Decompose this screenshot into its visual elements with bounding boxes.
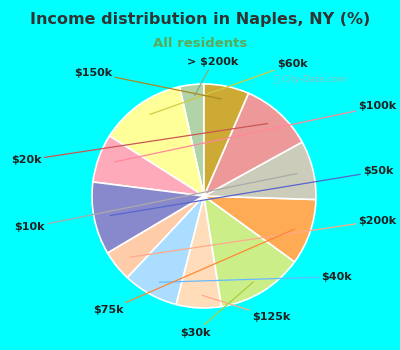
Text: $75k: $75k — [93, 229, 295, 315]
Wedge shape — [92, 182, 204, 253]
Text: $60k: $60k — [150, 59, 308, 114]
Wedge shape — [110, 87, 204, 196]
Wedge shape — [204, 93, 302, 196]
Text: Income distribution in Naples, NY (%): Income distribution in Naples, NY (%) — [30, 12, 370, 27]
Text: ⓘ City-Data.com: ⓘ City-Data.com — [274, 75, 346, 84]
Wedge shape — [204, 196, 316, 262]
Wedge shape — [204, 142, 316, 200]
Wedge shape — [204, 84, 248, 196]
Text: $50k: $50k — [110, 166, 394, 216]
Wedge shape — [127, 196, 204, 304]
Wedge shape — [108, 196, 204, 278]
Wedge shape — [93, 136, 204, 196]
Text: $200k: $200k — [130, 216, 397, 257]
Text: $125k: $125k — [202, 295, 290, 322]
Text: $20k: $20k — [11, 124, 268, 165]
Text: $40k: $40k — [159, 272, 352, 282]
Wedge shape — [176, 196, 222, 308]
Wedge shape — [180, 84, 204, 196]
Text: $150k: $150k — [74, 68, 221, 99]
Text: $30k: $30k — [180, 282, 254, 338]
Text: $100k: $100k — [114, 102, 397, 162]
Text: All residents: All residents — [153, 37, 247, 50]
Text: > $200k: > $200k — [187, 57, 238, 96]
Wedge shape — [204, 196, 295, 307]
Text: $10k: $10k — [14, 174, 297, 232]
